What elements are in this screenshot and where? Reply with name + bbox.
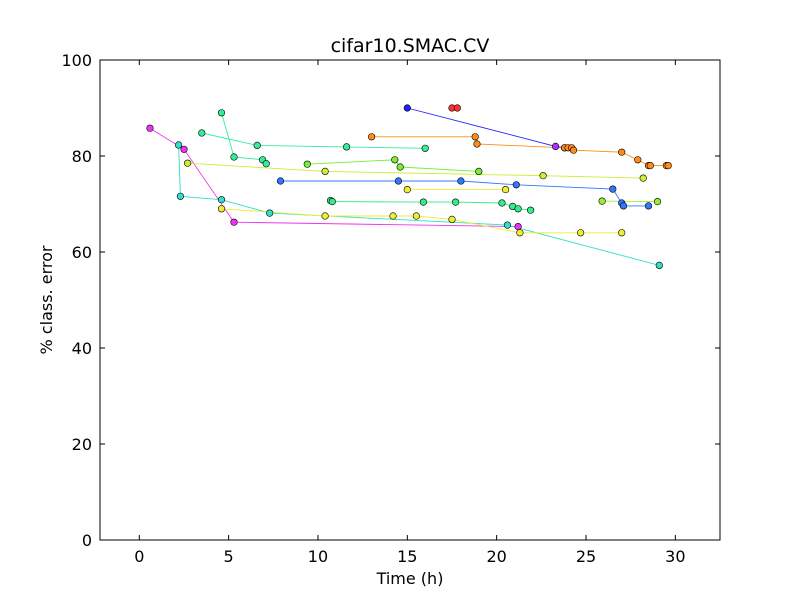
data-point bbox=[502, 186, 510, 194]
y-tick-label: 60 bbox=[72, 243, 92, 262]
y-tick-label: 100 bbox=[61, 51, 92, 70]
data-point bbox=[664, 162, 672, 170]
data-point bbox=[516, 229, 524, 237]
data-point bbox=[644, 202, 653, 210]
data-point bbox=[394, 177, 403, 185]
data-point bbox=[503, 221, 512, 229]
series-points bbox=[146, 104, 672, 270]
data-point bbox=[391, 156, 399, 164]
data-point bbox=[634, 156, 642, 164]
series-line-6 bbox=[149, 127, 519, 228]
data-point bbox=[471, 133, 479, 141]
data-point bbox=[498, 199, 506, 207]
x-tick-label: 15 bbox=[397, 547, 417, 566]
x-tick-label: 20 bbox=[486, 547, 506, 566]
series-line-13 bbox=[602, 200, 658, 203]
data-point bbox=[343, 143, 351, 151]
x-axis-label: Time (h) bbox=[376, 569, 444, 588]
chart-title: cifar10.SMAC.CV bbox=[331, 35, 490, 57]
series-line-9 bbox=[307, 159, 479, 172]
data-point bbox=[551, 142, 560, 150]
data-point bbox=[421, 144, 429, 152]
series-line-14 bbox=[221, 208, 622, 234]
data-point bbox=[403, 186, 411, 194]
y-tick-label: 80 bbox=[72, 147, 92, 166]
data-point bbox=[457, 177, 465, 185]
data-point bbox=[512, 181, 520, 189]
data-point bbox=[569, 146, 578, 154]
data-point bbox=[230, 218, 238, 226]
data-point bbox=[539, 172, 547, 180]
data-point bbox=[217, 205, 226, 213]
data-point bbox=[452, 198, 460, 206]
data-point bbox=[475, 167, 483, 175]
data-point bbox=[321, 167, 329, 175]
data-point bbox=[368, 133, 376, 141]
data-point bbox=[403, 104, 411, 112]
data-point bbox=[389, 212, 397, 220]
data-point bbox=[321, 212, 329, 220]
y-axis-label: % class. error bbox=[37, 245, 56, 354]
series-line-7 bbox=[178, 144, 660, 266]
data-point bbox=[646, 162, 654, 170]
data-point bbox=[609, 185, 617, 193]
data-point bbox=[619, 202, 628, 210]
data-point bbox=[473, 140, 481, 148]
data-point bbox=[146, 124, 154, 132]
y-tick-label: 40 bbox=[72, 339, 92, 358]
y-tick-label: 0 bbox=[82, 531, 92, 550]
x-tick-label: 25 bbox=[576, 547, 596, 566]
data-point bbox=[412, 212, 420, 220]
data-point bbox=[175, 141, 183, 149]
data-point bbox=[198, 129, 206, 137]
series-line-4 bbox=[201, 132, 426, 149]
data-point bbox=[230, 153, 238, 161]
data-point bbox=[396, 163, 404, 171]
x-tick-label: 30 bbox=[665, 547, 685, 566]
data-point bbox=[276, 177, 285, 185]
data-point bbox=[514, 223, 522, 231]
data-point bbox=[576, 229, 585, 237]
data-point bbox=[618, 148, 626, 156]
data-point bbox=[526, 206, 535, 214]
y-axis: 0 20 40 60 80 100 bbox=[61, 51, 720, 550]
x-tick-label: 0 bbox=[134, 547, 144, 566]
plot-frame bbox=[99, 59, 721, 541]
data-point bbox=[618, 229, 626, 237]
data-point bbox=[419, 198, 428, 206]
y-tick-label: 20 bbox=[72, 435, 92, 454]
data-point bbox=[514, 205, 522, 213]
data-point bbox=[266, 209, 274, 217]
x-tick-label: 10 bbox=[308, 547, 328, 566]
data-point bbox=[184, 159, 192, 167]
x-tick-label: 5 bbox=[224, 547, 234, 566]
data-point bbox=[653, 198, 662, 206]
data-point bbox=[639, 174, 647, 182]
data-point bbox=[253, 141, 261, 149]
data-point bbox=[217, 196, 226, 204]
data-point bbox=[448, 215, 456, 223]
data-point bbox=[453, 104, 461, 112]
data-point bbox=[217, 109, 226, 117]
series-line-8 bbox=[187, 162, 644, 179]
data-point bbox=[598, 197, 606, 205]
data-point bbox=[303, 160, 311, 168]
data-point bbox=[655, 261, 663, 270]
data-point bbox=[180, 145, 188, 153]
x-axis: 0 5 10 15 20 25 30 bbox=[134, 60, 686, 566]
data-point bbox=[262, 160, 270, 168]
data-point bbox=[176, 192, 184, 200]
data-point bbox=[328, 198, 336, 206]
